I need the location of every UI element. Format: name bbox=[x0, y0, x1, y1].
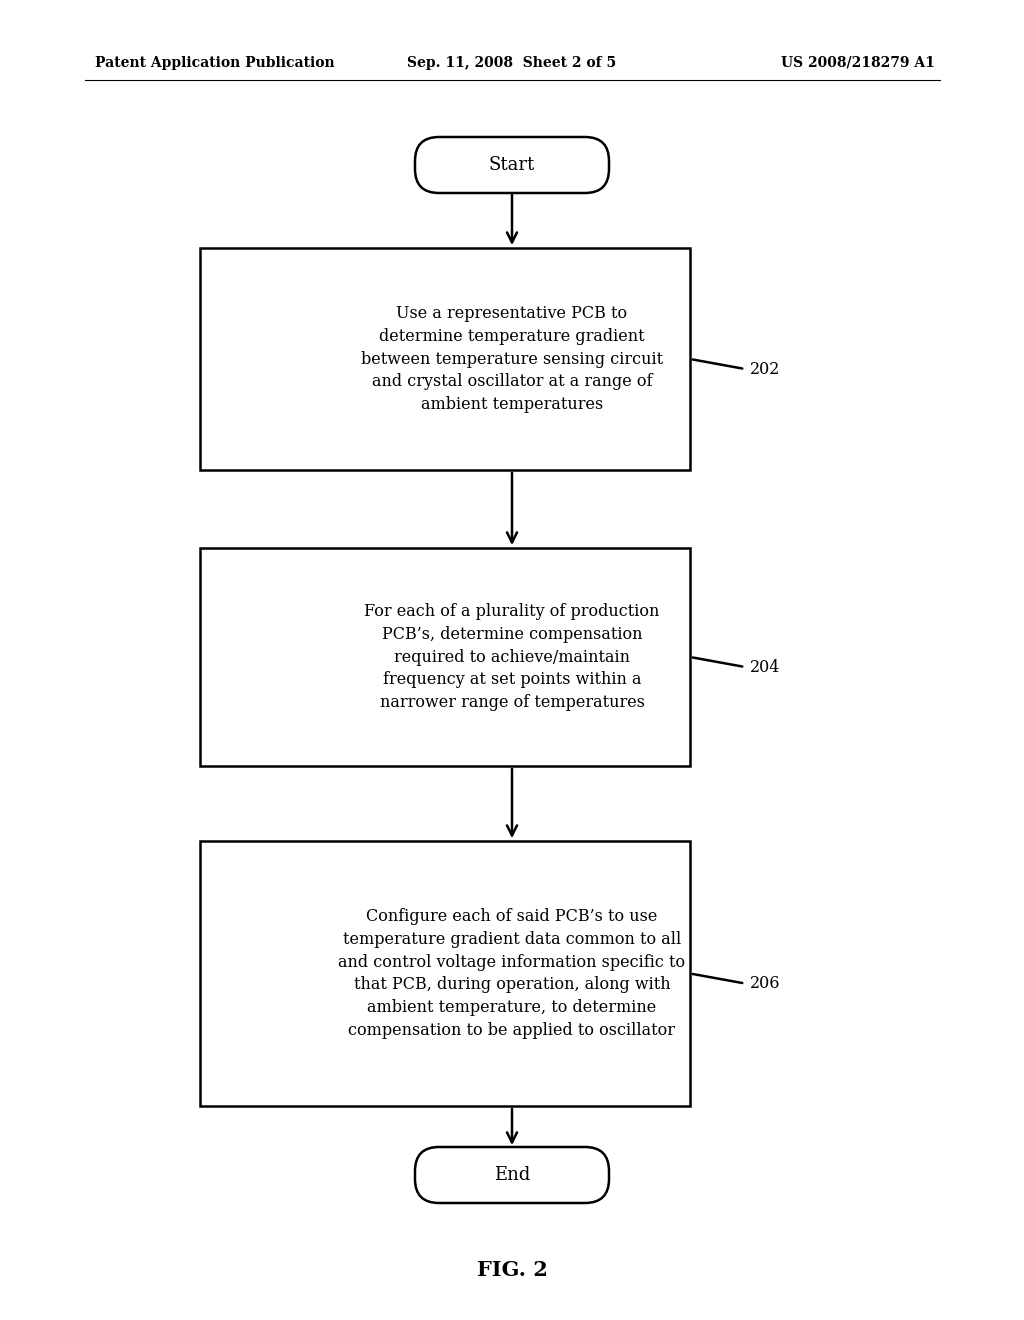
Text: Use a representative PCB to
determine temperature gradient
between temperature s: Use a representative PCB to determine te… bbox=[360, 305, 664, 413]
Text: FIG. 2: FIG. 2 bbox=[476, 1261, 548, 1280]
Text: 202: 202 bbox=[750, 360, 780, 378]
Text: Sep. 11, 2008  Sheet 2 of 5: Sep. 11, 2008 Sheet 2 of 5 bbox=[408, 55, 616, 70]
Bar bbox=[200, 548, 690, 766]
Text: For each of a plurality of production
PCB’s, determine compensation
required to : For each of a plurality of production PC… bbox=[365, 603, 659, 711]
Bar bbox=[200, 841, 690, 1106]
Text: Start: Start bbox=[488, 156, 536, 174]
FancyBboxPatch shape bbox=[415, 1147, 609, 1203]
Text: US 2008/218279 A1: US 2008/218279 A1 bbox=[781, 55, 935, 70]
Text: 204: 204 bbox=[750, 659, 780, 676]
Bar bbox=[200, 248, 690, 470]
Text: Configure each of said PCB’s to use
temperature gradient data common to all
and : Configure each of said PCB’s to use temp… bbox=[339, 908, 685, 1039]
FancyBboxPatch shape bbox=[415, 137, 609, 193]
Text: End: End bbox=[494, 1166, 530, 1184]
Text: Patent Application Publication: Patent Application Publication bbox=[95, 55, 335, 70]
Text: 206: 206 bbox=[750, 975, 780, 993]
